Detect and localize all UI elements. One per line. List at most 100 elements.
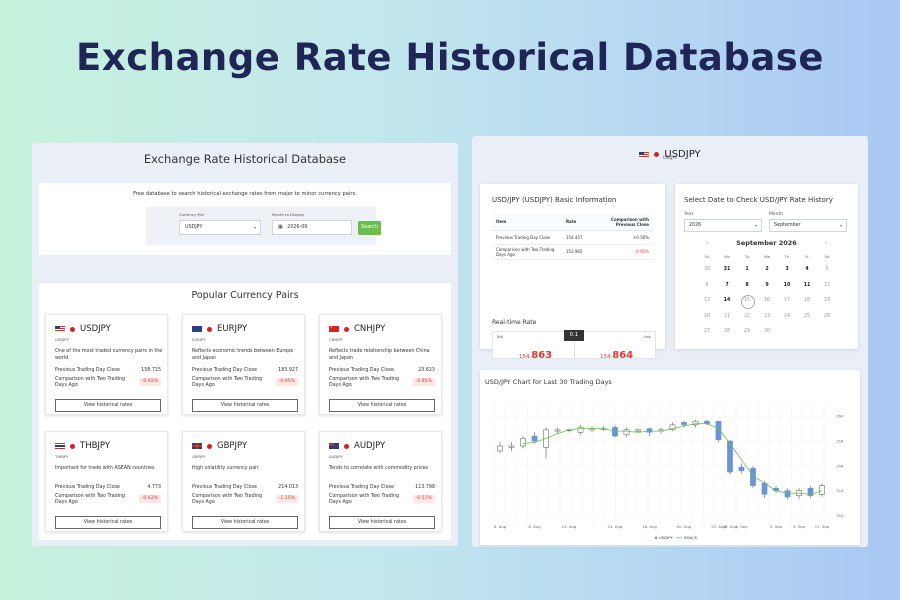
calendar-day: 16 — [763, 298, 771, 303]
calendar-day: 30 — [703, 267, 711, 272]
view-historical-rates-button[interactable]: View historical rates — [329, 516, 435, 529]
view-historical-rates-button[interactable]: View historical rates — [192, 399, 298, 412]
calendar-day: 15 — [737, 293, 757, 309]
x-tick-label: 9. Sep — [793, 524, 806, 529]
comparison-label: Comparison with Two Trading Days Ago — [192, 494, 263, 505]
calendar-day[interactable]: 11 — [803, 282, 811, 288]
calendar-day[interactable]: 10 — [783, 282, 791, 288]
calendar-day[interactable]: 7 — [725, 282, 729, 288]
row-rate: 154.437 — [561, 230, 587, 245]
x-tick-label: 22. Aug — [711, 524, 726, 529]
candle — [635, 429, 641, 432]
comparison-row: Comparison with Two Trading Days Ago -0.8… — [329, 377, 435, 389]
comparison-label: Comparison with Two Trading Days Ago — [329, 494, 400, 505]
view-historical-rates-button[interactable]: View historical rates — [329, 399, 435, 412]
month-select[interactable]: September ▾ — [769, 219, 847, 232]
au-flag-icon — [329, 442, 339, 450]
table-row: Comparison with Two Trading Days Ago 153… — [492, 244, 653, 260]
calendar-day[interactable]: 1 — [745, 267, 749, 272]
prev-close-value: 113.798 — [415, 485, 435, 490]
legend-label-sma: SMA(3) — [684, 535, 698, 540]
pair-card-header: EURJPY — [192, 324, 247, 334]
candle — [692, 420, 699, 426]
change-badge: -0.85% — [412, 378, 435, 386]
pair-card-header: ★ CNHJPY — [329, 324, 385, 334]
x-tick-label: 26. Aug — [723, 524, 738, 529]
comparison-row: Comparison with Two Trading Days Ago -1.1… — [192, 494, 298, 506]
pair-code: AUDJPY — [329, 454, 343, 459]
currency-pair-select[interactable]: USDJPY ▾ — [179, 220, 261, 235]
pair-card-header: THBJPY — [55, 441, 110, 451]
chevron-down-icon: ▾ — [754, 223, 757, 228]
prev-close-value: 214.013 — [278, 485, 298, 490]
comparison-label: Comparison with Two Trading Days Ago — [192, 377, 263, 388]
realtime-title: Real-time Rate — [492, 319, 537, 326]
candle — [715, 420, 722, 441]
weekday-label: Mo — [724, 254, 730, 259]
calendar-day[interactable]: 4 — [805, 267, 809, 272]
date-picker-card: Select Date to Check USD/JPY Rate Histor… — [675, 184, 858, 349]
jp-flag-icon — [653, 151, 661, 158]
view-historical-rates-button[interactable]: View historical rates — [55, 516, 161, 529]
calendar-day[interactable]: 9 — [765, 282, 769, 288]
year-select[interactable]: 2026 ▾ — [684, 219, 762, 232]
rate-chart-card: USD/JPY Chart for Last 30 Trading Days 1… — [480, 370, 860, 545]
col-rate: Rate — [561, 214, 587, 231]
y-tick-label: 152 — [836, 513, 844, 518]
view-historical-rates-button[interactable]: View historical rates — [192, 516, 298, 529]
calendar-day[interactable]: 14 — [723, 298, 731, 303]
calendar-day[interactable]: 31 — [723, 267, 731, 272]
pair-name: GBPJPY — [217, 441, 248, 451]
pair-code: USDJPY — [55, 337, 69, 342]
calendar-day[interactable]: 2 — [765, 267, 769, 272]
row-item: Previous Trading Day Close — [492, 230, 562, 245]
candle — [738, 466, 745, 472]
calendar-day[interactable]: 8 — [745, 282, 749, 288]
calendar-day: 26 — [823, 313, 831, 319]
calendar-day: 25 — [803, 313, 811, 319]
month-input[interactable]: ▦ 2026-09 — [272, 220, 352, 235]
weekday-label: Su — [704, 254, 710, 259]
rate-divider — [574, 341, 575, 358]
search-button[interactable]: Search — [358, 221, 381, 235]
calendar-day: 19 — [823, 298, 831, 303]
calendar-day: 28 — [723, 329, 731, 334]
pair-name: CNHJPY — [354, 324, 386, 334]
calendar-day: 30 — [763, 329, 771, 334]
jp-flag-icon — [343, 325, 350, 333]
next-month-button[interactable]: › — [825, 240, 827, 246]
pair-card-header: GBPJPY — [192, 441, 247, 451]
comparison-row: Comparison with Two Trading Days Ago -0.9… — [55, 377, 161, 389]
pair-name: USDJPY — [80, 324, 111, 334]
comparison-label: Comparison with Two Trading Days Ago — [55, 494, 126, 505]
x-tick-label: 14. Aug — [608, 524, 623, 529]
weekday-label: Fr — [805, 254, 809, 259]
weekday-label: We — [764, 254, 770, 259]
database-search-panel: Exchange Rate Historical Database Free d… — [32, 143, 458, 546]
change-badge: -0.57% — [412, 495, 435, 503]
chevron-down-icon: ▾ — [253, 225, 256, 230]
prev-month-button[interactable]: ‹ — [706, 240, 708, 246]
prev-close-row: Previous Trading Day Close 113.798 — [329, 485, 435, 490]
prev-close-label: Previous Trading Day Close — [329, 368, 394, 373]
view-historical-rates-button[interactable]: View historical rates — [55, 399, 161, 412]
pair-card-thbjpy: THBJPY THBJPY Important for trade with ASE… — [45, 431, 168, 532]
calendar-day[interactable]: 3 — [785, 267, 789, 272]
pair-code: CNHJPY — [329, 337, 343, 342]
x-tick-label: 18. Aug — [642, 524, 657, 529]
row-comparison: +0.56% — [586, 230, 653, 245]
calendar-day: 5 — [825, 267, 829, 272]
change-badge: -0.62% — [138, 495, 161, 503]
pair-description: One of the most traded currency pairs in… — [55, 349, 163, 361]
calendar-month-title: September 2026 — [736, 239, 797, 247]
prev-close-label: Previous Trading Day Close — [192, 485, 257, 490]
calendar-day: 23 — [763, 313, 771, 319]
chart-title: USD/JPY Chart for Last 30 Trading Days — [485, 378, 612, 386]
search-description: Free database to search historical excha… — [133, 191, 357, 197]
us-flag-icon — [639, 151, 650, 158]
prev-close-label: Previous Trading Day Close — [55, 485, 120, 490]
bid-label: Bid — [497, 334, 504, 339]
x-tick-label: 12. Aug — [562, 524, 577, 529]
basic-info-card: USD/JPY (USDJPY) Basic Information Item … — [480, 184, 665, 361]
currency-pair-value: USDJPY — [185, 225, 203, 230]
